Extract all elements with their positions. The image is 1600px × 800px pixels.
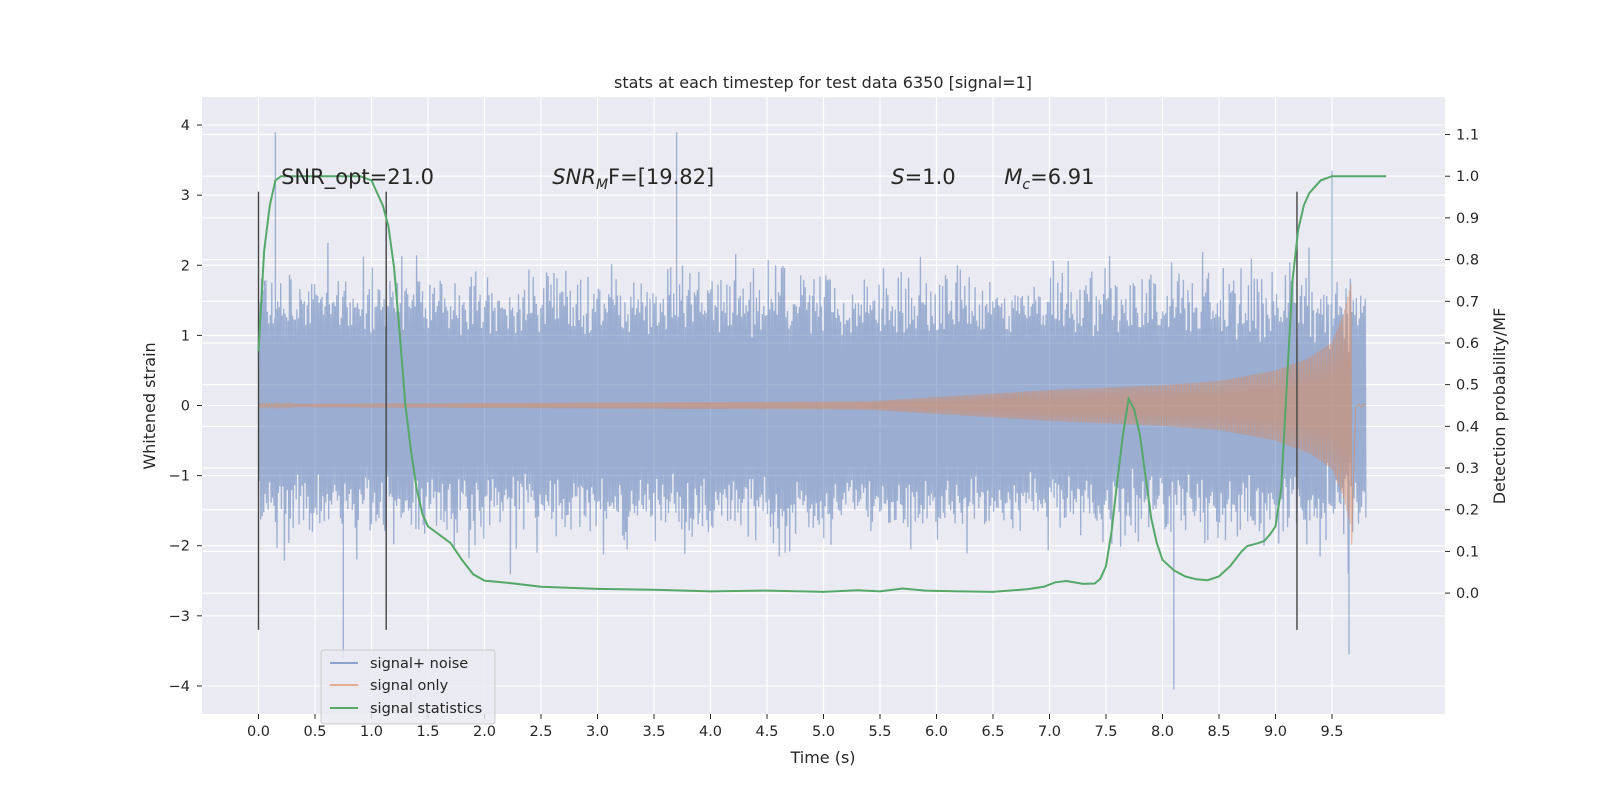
x-axis-label: Time (s) (789, 748, 855, 767)
x-tick-label: 5.5 (868, 724, 891, 740)
x-tick-label: 5.0 (812, 724, 835, 740)
x-tick-label: 9.5 (1320, 724, 1343, 740)
x-tick-label: 3.0 (586, 724, 609, 740)
y-right-tick-label: 0.9 (1456, 211, 1479, 227)
y-axis-label: Whitened strain (140, 342, 159, 469)
annotation-subscript: M (596, 177, 608, 193)
y-right-tick-label: 0.2 (1456, 503, 1479, 519)
y-tick-label: 3 (181, 188, 190, 204)
x-tick-label: 2.5 (529, 724, 552, 740)
x-tick-label: 0.5 (303, 724, 326, 740)
annotations: SNR_opt=21.0 SNRMF=[19.82] S=1.0 Mc=6.91 (281, 165, 1094, 193)
annotation-base: SNR (552, 165, 596, 189)
series-signal-statistics (257, 175, 1387, 593)
annotation-snr_mf: SNRMF=[19.82] (552, 165, 714, 193)
x-tick-label: 0.0 (247, 724, 270, 740)
annotation-tail: =6.91 (1030, 165, 1094, 189)
annotation-base: S (891, 165, 904, 189)
x-tick-label: 3.5 (642, 724, 665, 740)
y-right-tick-label: 0.5 (1456, 378, 1479, 394)
annotation-base: M (1004, 165, 1022, 189)
x-tick-label: 4.0 (699, 724, 722, 740)
y-tick-label: 1 (181, 328, 190, 344)
y-right-tick-label: 0.1 (1456, 544, 1479, 560)
legend-label-signal-statistics: signal statistics (370, 701, 482, 717)
x-tick-label: 8.0 (1151, 724, 1174, 740)
annotation-tail: F=[19.82] (608, 165, 714, 189)
series-signal-noise (257, 132, 1367, 690)
y-right-tick-label: 0.4 (1456, 419, 1479, 435)
annotation-subscript: c (1022, 177, 1030, 193)
legend-label-signal-noise: signal+ noise (370, 656, 468, 672)
axis-ticks: 0.0 0.5 1.0 1.5 2.0 2.5 3.0 3.5 4.0 4.5 5.0 5.5 6.0 6… (169, 118, 1479, 740)
y-tick-label: −4 (169, 679, 190, 695)
x-tick-label: 7.0 (1038, 724, 1061, 740)
vertical-markers (257, 191, 1298, 630)
x-tick-label: 6.5 (981, 724, 1004, 740)
y-tick-label: −2 (169, 539, 190, 555)
y-right-tick-label: 0.7 (1456, 294, 1479, 310)
x-tick-label: 2.0 (473, 724, 496, 740)
y-tick-label: 2 (181, 258, 190, 274)
x-tick-label: 8.5 (1207, 724, 1230, 740)
annotation-tail: =1.0 (905, 165, 956, 189)
y-tick-label: −3 (169, 609, 190, 625)
x-tick-label: 4.5 (755, 724, 778, 740)
y-tick-label: −1 (169, 469, 190, 485)
annotation-mc: Mc=6.91 (1004, 165, 1094, 193)
y-right-tick-label: 0.0 (1456, 586, 1479, 602)
y-axis-right-label: Detection probability/MF (1490, 308, 1509, 505)
y-right-tick-label: 0.3 (1456, 461, 1479, 477)
annotation-snr_opt: SNR_opt=21.0 (281, 165, 434, 190)
y-right-tick-label: 0.6 (1456, 336, 1479, 352)
series-signal-only (257, 284, 1367, 545)
x-tick-label: 7.5 (1094, 724, 1117, 740)
y-right-tick-label: 0.8 (1456, 253, 1479, 269)
x-tick-label: 6.0 (925, 724, 948, 740)
legend-box (320, 649, 496, 725)
annotation-s: S=1.0 (891, 165, 955, 189)
legend: signal+ noise signal only signal statist… (320, 649, 496, 725)
legend-label-signal-only: signal only (370, 678, 449, 694)
x-tick-label: 1.5 (416, 724, 439, 740)
y-tick-label: 0 (181, 399, 190, 415)
y-tick-label: 4 (181, 118, 190, 134)
chart-title: stats at each timestep for test data 635… (614, 73, 1032, 92)
x-tick-label: 9.0 (1264, 724, 1287, 740)
y-right-tick-label: 1.1 (1456, 128, 1479, 144)
y-right-tick-label: 1.0 (1456, 169, 1479, 185)
x-tick-label: 1.0 (360, 724, 383, 740)
